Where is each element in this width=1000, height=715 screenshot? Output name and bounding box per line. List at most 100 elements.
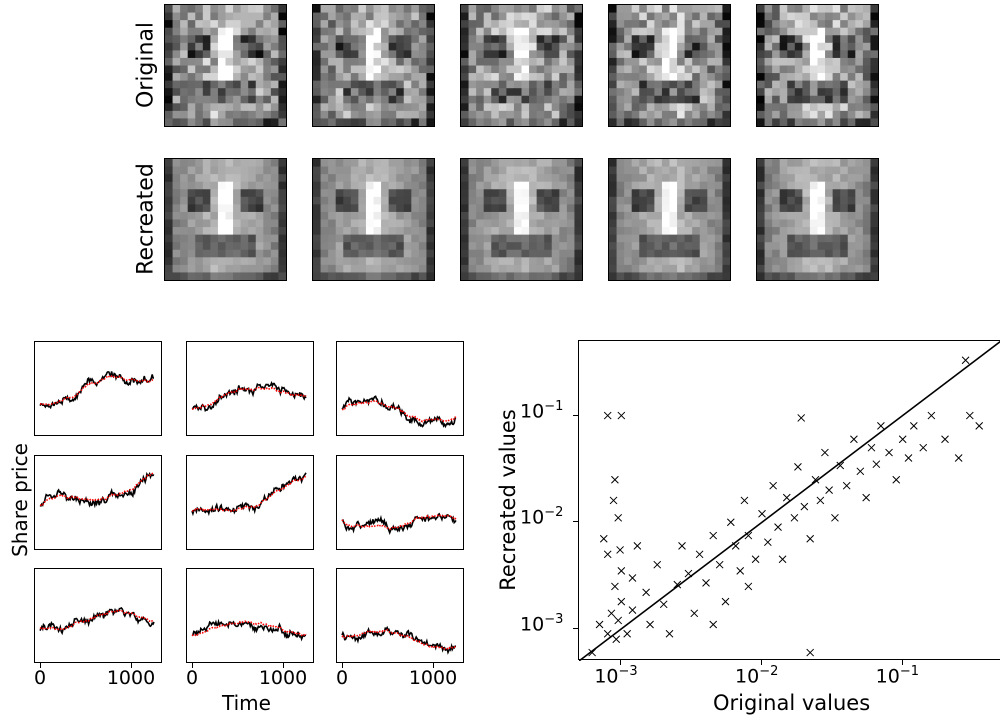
share-panel-5	[186, 455, 314, 550]
original-price-line	[341, 625, 457, 655]
scatter-xlabel: Original values	[713, 691, 871, 715]
scatter-y-tick-label: 10−2	[520, 505, 564, 529]
scatter-point	[769, 481, 778, 490]
share-price-ylabel: Share price	[8, 443, 32, 557]
scatter-point	[961, 356, 970, 365]
scatter-point	[709, 620, 718, 629]
original-face-5	[756, 4, 879, 127]
scatter-point	[614, 616, 623, 625]
recreated-price-line	[192, 386, 307, 410]
recreated-price-line	[342, 399, 457, 423]
scatter-point	[806, 534, 815, 543]
recreated-face-2	[312, 158, 435, 281]
scatter-point	[811, 475, 820, 484]
row-label-original: Original	[133, 21, 159, 109]
scatter-point	[736, 567, 745, 575]
scatter-y-tick-mark	[573, 414, 578, 416]
scatter-point	[665, 629, 674, 638]
scatter-x-tick-label: 10−1	[875, 664, 920, 688]
original-price-line	[39, 471, 155, 509]
scatter-point	[778, 555, 787, 564]
scatter-point	[904, 454, 913, 462]
scatter-point	[616, 546, 624, 554]
scatter-point	[794, 463, 802, 471]
scatter-point	[642, 588, 650, 597]
scatter-point	[892, 475, 901, 484]
share-panel-1	[34, 341, 162, 436]
scatter-point	[825, 486, 833, 494]
scatter-point	[617, 567, 626, 575]
time-xlabel: Time	[222, 691, 271, 715]
recreated-price-line	[39, 472, 155, 506]
scatter-point	[695, 550, 704, 559]
recreated-price-line	[39, 608, 155, 631]
original-face-1	[164, 4, 287, 127]
scatter-point	[603, 411, 612, 420]
time-tick-label: 0	[335, 667, 349, 689]
scatter-point	[744, 582, 753, 591]
time-tick-label: 1000	[106, 667, 156, 689]
scatter-point	[867, 443, 876, 452]
scatter-point	[856, 467, 865, 476]
scatter-point	[611, 582, 619, 591]
scatter-point	[965, 411, 974, 420]
scatter-point	[790, 513, 799, 522]
time-tick-label: 1000	[408, 667, 458, 689]
scatter-point	[740, 496, 749, 505]
scatter-point	[954, 454, 963, 462]
scatter-point	[607, 609, 616, 618]
scatter-point	[588, 648, 596, 657]
recreated-price-line	[341, 628, 457, 651]
scatter-point	[633, 542, 642, 550]
scatter-point	[831, 513, 839, 522]
original-price-line	[191, 380, 307, 413]
scatter-ylabel: Recreated values	[496, 409, 520, 591]
share-panel-3	[336, 341, 464, 436]
scatter-point	[797, 414, 806, 422]
scatter-point	[731, 542, 740, 550]
share-panel-7	[34, 568, 162, 663]
time-tick-mark	[342, 663, 343, 668]
scatter-point	[821, 448, 829, 457]
original-price-line	[341, 512, 457, 535]
scatter-point	[763, 538, 772, 547]
scatter-y-tick-label: 10−1	[520, 398, 564, 422]
scatter-point	[941, 435, 949, 444]
row-label-recreated: Recreated	[133, 163, 159, 275]
time-tick-label: 0	[185, 667, 199, 689]
time-tick-mark	[40, 663, 41, 668]
scatter-point	[623, 629, 632, 638]
scatter-point	[877, 422, 885, 430]
scatter-x-tick-label: 10−2	[735, 664, 779, 688]
original-face-3	[460, 4, 583, 127]
scatter-y-tick-mark	[573, 521, 578, 523]
recreated-price-line	[191, 475, 307, 512]
scatter-x-tick-mark	[901, 660, 903, 665]
scatter-point	[684, 569, 693, 578]
time-tick-label: 1000	[258, 667, 308, 689]
scatter-point	[659, 600, 668, 609]
scatter-point	[614, 513, 623, 522]
scatter-point	[715, 560, 724, 569]
recreated-price-line	[39, 374, 155, 406]
share-panel-2	[186, 341, 314, 436]
scatter-point	[744, 531, 753, 540]
scatter-point	[646, 620, 654, 629]
scatter-point	[603, 629, 612, 638]
time-tick-label: 0	[33, 667, 47, 689]
scatter-point	[836, 461, 845, 470]
scatter-point	[721, 597, 730, 606]
scatter-point	[726, 518, 735, 527]
time-tick-mark	[192, 663, 193, 668]
time-tick-mark	[283, 663, 284, 668]
scatter-point	[595, 620, 604, 629]
scatter-point	[673, 580, 682, 589]
scatter-point	[909, 422, 918, 430]
scatter-point	[628, 606, 637, 614]
scatter-point	[609, 496, 618, 505]
scatter-point	[758, 509, 766, 518]
scatter-point	[782, 493, 791, 502]
scatter-y-tick-label: 10−3	[520, 611, 564, 636]
scatter-point	[800, 502, 809, 511]
share-panel-4	[34, 455, 162, 550]
